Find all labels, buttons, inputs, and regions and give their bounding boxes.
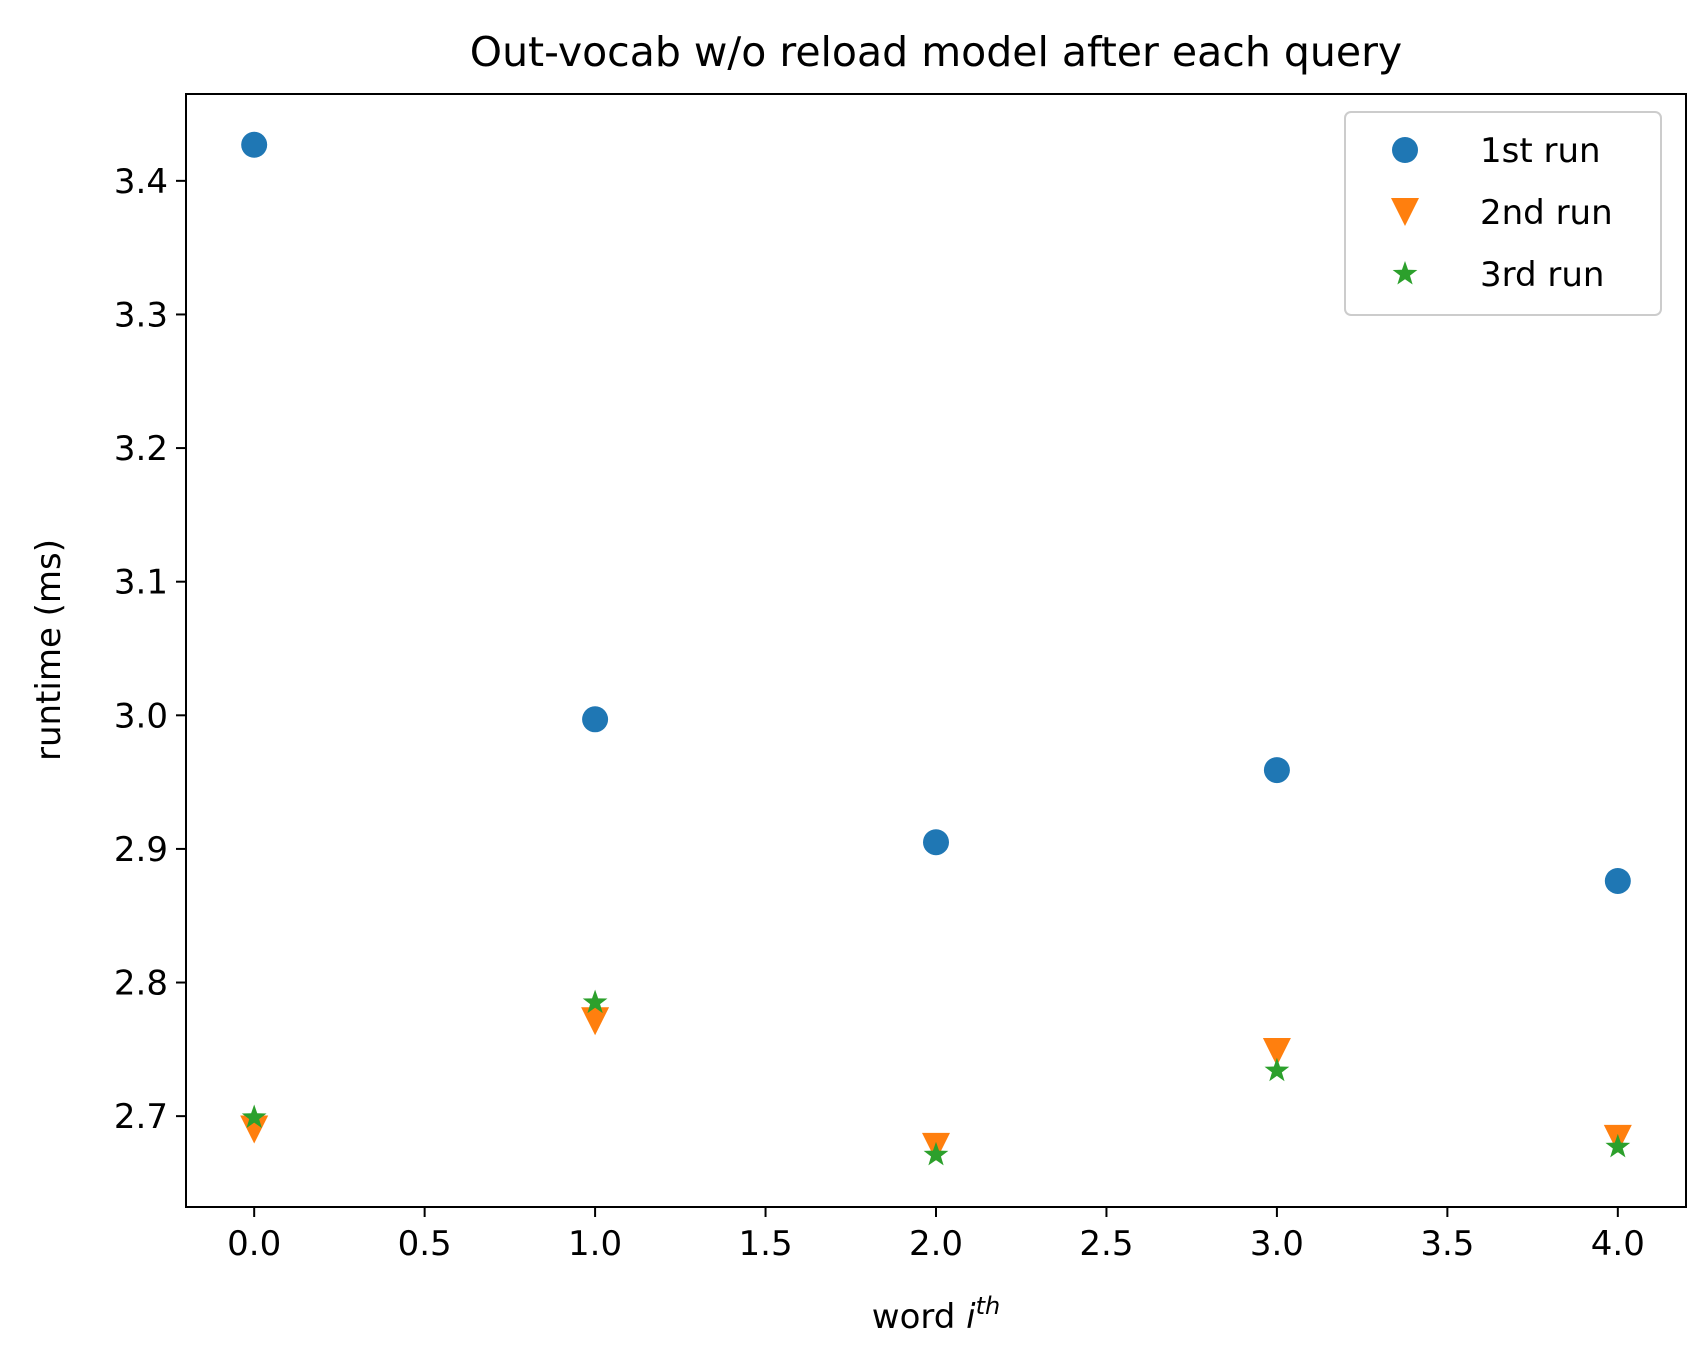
x-tick-label: 2.0 — [909, 1224, 963, 1264]
y-tick-label: 2.9 — [114, 830, 168, 870]
legend-marker — [1392, 261, 1418, 285]
plot-area — [240, 131, 1632, 1166]
x-tick-label: 1.5 — [739, 1224, 793, 1264]
y-tick-label: 2.7 — [114, 1097, 168, 1137]
data-point — [1263, 757, 1290, 784]
y-tick-label: 3.4 — [114, 162, 168, 202]
legend-frame — [1344, 111, 1662, 316]
y-tick-label: 2.8 — [114, 964, 168, 1004]
y-tick-label: 3.1 — [114, 563, 168, 603]
data-point — [582, 989, 608, 1014]
x-axis: 0.0 0.5 1.0 1.5 2.0 2.5 3.0 3.5 4.0 — [227, 1207, 1645, 1264]
x-axis-label: word ith — [872, 1292, 1000, 1337]
data-point — [581, 1007, 610, 1036]
data-point — [1262, 1038, 1291, 1067]
legend-label: 3rd run — [1480, 255, 1604, 295]
data-point — [240, 1115, 269, 1144]
data-point — [1605, 1133, 1631, 1158]
x-tick-label: 4.0 — [1591, 1224, 1645, 1264]
x-tick-label: 0.0 — [227, 1224, 281, 1264]
x-tick-label: 3.5 — [1420, 1224, 1474, 1264]
y-tick-label: 3.0 — [114, 696, 168, 736]
data-point — [1604, 867, 1631, 894]
x-tick-label: 0.5 — [398, 1224, 452, 1264]
x-tick-label: 3.0 — [1250, 1224, 1304, 1264]
data-point — [582, 706, 609, 733]
legend-marker — [1392, 137, 1418, 163]
x-tick-label: 1.0 — [568, 1224, 622, 1264]
data-point — [241, 131, 268, 158]
chart-title: Out-vocab w/o reload model after each qu… — [470, 28, 1402, 76]
legend-label: 2nd run — [1480, 193, 1613, 233]
legend-label: 1st run — [1480, 131, 1601, 171]
data-point — [1264, 1057, 1290, 1082]
data-point — [923, 1141, 949, 1166]
data-point — [241, 1104, 267, 1128]
y-axis: 2.7 2.8 2.9 3.0 3.1 3.2 3.3 3.4 — [114, 162, 186, 1137]
data-point — [923, 829, 949, 856]
x-tick-label: 2.5 — [1079, 1224, 1133, 1264]
legend-marker — [1391, 198, 1419, 226]
y-axis-label: runtime (ms) — [29, 539, 69, 761]
y-tick-label: 3.2 — [114, 429, 168, 469]
y-tick-label: 3.3 — [114, 295, 168, 335]
series-3 — [241, 989, 1631, 1166]
legend: 1st run 2nd run 3rd run — [1344, 111, 1662, 316]
series-1 — [241, 131, 1631, 894]
